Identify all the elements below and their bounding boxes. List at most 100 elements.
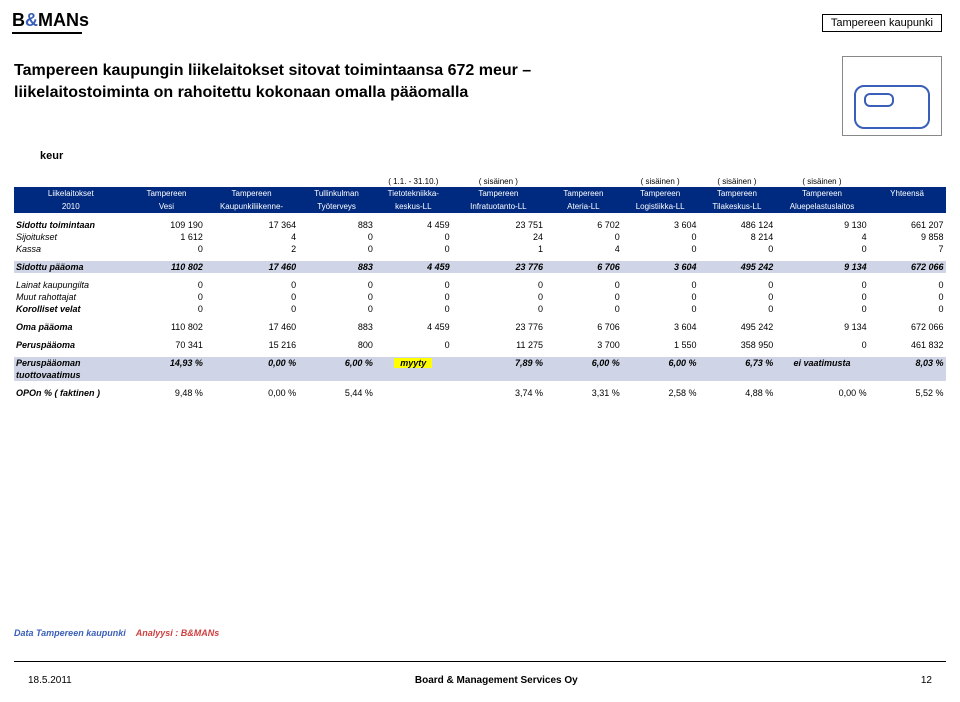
cell (699, 369, 776, 381)
header-cell: Yhteensä (869, 187, 946, 200)
cell: 6,00 % (622, 357, 699, 369)
cell: 4 459 (375, 321, 452, 333)
cell: 23 776 (452, 321, 545, 333)
cell: 0 (452, 303, 545, 315)
cell: 0 (699, 279, 776, 291)
table-row: Peruspääoman14,93 %0,00 %6,00 %myyty7,89… (14, 357, 946, 369)
header-cell: Tampereen (775, 187, 868, 200)
cell: 8 214 (699, 231, 776, 243)
cell: 9 134 (775, 321, 868, 333)
cell: 0,00 % (205, 357, 298, 369)
table-row: Korolliset velat0000000000 (14, 303, 946, 315)
cell: 1 612 (128, 231, 205, 243)
cell: 0 (452, 279, 545, 291)
cell: 0 (205, 291, 298, 303)
source-prefix: Data Tampereen kaupunki (14, 628, 126, 638)
row-label: Peruspääoma (14, 339, 128, 351)
cell: 17 460 (205, 321, 298, 333)
header-cell: Infratuotanto-LL (452, 200, 545, 213)
data-table-wrap: ( 1.1. - 31.10.)( sisäinen )( sisäinen )… (14, 176, 946, 399)
cell (452, 369, 545, 381)
footer-page: 12 (921, 675, 932, 686)
cell: 4,88 % (699, 387, 776, 399)
source-brand: B&MANs (181, 628, 220, 638)
cell: 3 604 (622, 261, 699, 273)
cell: 14,93 % (128, 357, 205, 369)
header-cell: Tampereen (452, 187, 545, 200)
header-cell: Liikelaitokset (14, 187, 128, 200)
header-cell: Tampereen (622, 187, 699, 200)
header-cell: Tilakeskus-LL (699, 200, 776, 213)
header-cell: 2010 (14, 200, 128, 213)
cell: 0 (298, 231, 375, 243)
top-note-cell (128, 176, 205, 187)
cell: 0 (128, 303, 205, 315)
cell: 3,74 % (452, 387, 545, 399)
cell: 0 (375, 243, 452, 255)
cell: 0 (545, 303, 622, 315)
cell: 0 (545, 279, 622, 291)
cell: myyty (375, 357, 452, 369)
cell: 0 (452, 291, 545, 303)
cell: 4 459 (375, 219, 452, 231)
keur-label: keur (40, 150, 63, 162)
cell (545, 369, 622, 381)
org-icon-inner (854, 85, 930, 129)
top-note-cell (14, 176, 128, 187)
title-block: Tampereen kaupungin liikelaitokset sitov… (14, 60, 634, 103)
cell: 0 (375, 231, 452, 243)
cell: 0 (622, 231, 699, 243)
row-label: Kassa (14, 243, 128, 255)
cell: 883 (298, 261, 375, 273)
cell: 0 (869, 291, 946, 303)
cell: 0 (205, 303, 298, 315)
cell: 23 776 (452, 261, 545, 273)
title-line-2: liikelaitostoiminta on rahoitettu kokona… (14, 82, 634, 104)
cell: 0 (298, 243, 375, 255)
cell: 0 (545, 291, 622, 303)
table-row: Oma pääoma110 80217 4608834 45923 7766 7… (14, 321, 946, 333)
cell: 6 706 (545, 321, 622, 333)
cell: 883 (298, 219, 375, 231)
cell: 0 (128, 243, 205, 255)
cell: 0 (699, 243, 776, 255)
logo-underline (12, 32, 82, 34)
cell: 0 (775, 339, 868, 351)
cell: 7 (869, 243, 946, 255)
header-cell: keskus-LL (375, 200, 452, 213)
cell: 9 858 (869, 231, 946, 243)
cell: 0 (128, 279, 205, 291)
cell (775, 369, 868, 381)
header-cell: Tullinkulman (298, 187, 375, 200)
row-label: Sidottu toimintaan (14, 219, 128, 231)
cell: 495 242 (699, 261, 776, 273)
cell (622, 369, 699, 381)
table-row: Muut rahottajat0000000000 (14, 291, 946, 303)
cell: 672 066 (869, 261, 946, 273)
cell: 17 460 (205, 261, 298, 273)
cell: 6,73 % (699, 357, 776, 369)
cell: 5,44 % (298, 387, 375, 399)
cell: 9 130 (775, 219, 868, 231)
header-cell: Tampereen (699, 187, 776, 200)
header-cell: Logistiikka-LL (622, 200, 699, 213)
cell: 17 364 (205, 219, 298, 231)
cell: 6 702 (545, 219, 622, 231)
logo: B&MANs (12, 10, 89, 31)
cell: 3 700 (545, 339, 622, 351)
cell (205, 369, 298, 381)
org-icon-sub (864, 93, 894, 107)
cell (298, 369, 375, 381)
top-note-cell (205, 176, 298, 187)
row-label: OPOn % ( faktinen ) (14, 387, 128, 399)
cell: 23 751 (452, 219, 545, 231)
top-note-cell (298, 176, 375, 187)
source-mid: Analyysi : (136, 628, 179, 638)
row-label: Lainat kaupungilta (14, 279, 128, 291)
cell: 0 (775, 303, 868, 315)
cell: 358 950 (699, 339, 776, 351)
cell: 0 (622, 303, 699, 315)
footer-date: 18.5.2011 (28, 675, 72, 686)
table-row: Lainat kaupungilta0000000000 (14, 279, 946, 291)
row-label: tuottovaatimus (14, 369, 128, 381)
